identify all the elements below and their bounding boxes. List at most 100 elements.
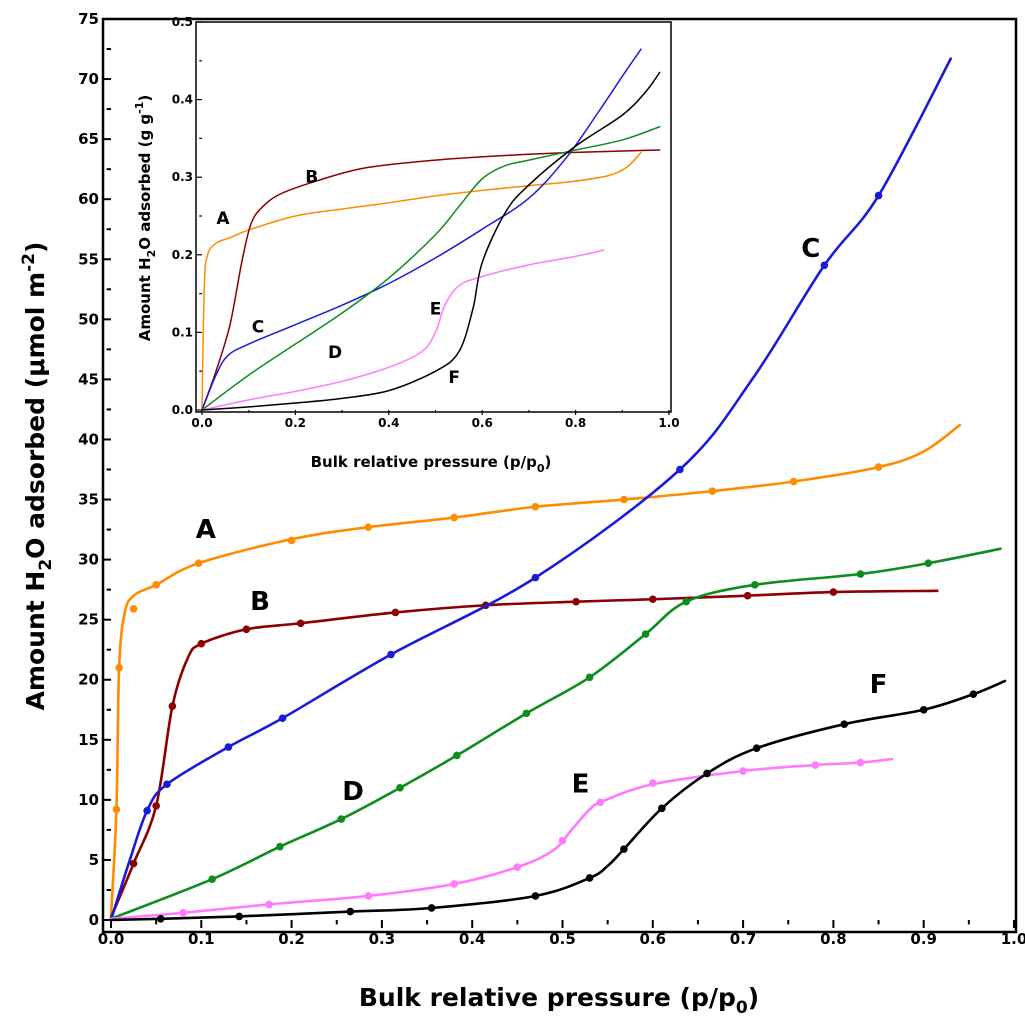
y-tick-label: 5 — [89, 851, 99, 869]
inset-plot-frame — [195, 21, 672, 413]
data-point-A — [708, 487, 717, 495]
series-line-A — [109, 423, 962, 918]
data-point-B — [242, 625, 251, 634]
main-chart: 0.0 0.1 0.2 0.3 0.4 0.5 0.6 0.7 0.8 0.9 1.0 0 5 10 15 2… — [19, 10, 1025, 1018]
y-tick-label: 0 — [89, 911, 99, 929]
series-label-D: D — [328, 343, 342, 363]
data-point-A — [874, 463, 883, 471]
y-tick-label: 70 — [78, 70, 99, 88]
data-point-C — [278, 714, 287, 722]
main-x-axis-title: Bulk relative pressure (p/p0) — [359, 983, 759, 1018]
x-tick-label: 0.7 — [730, 930, 757, 948]
data-point-A — [152, 581, 160, 589]
data-point-E — [179, 908, 188, 917]
inset-chart: 0.0 0.2 0.4 0.6 0.8 1.0 0.0 0.1 0.2 0.3 0.4 0.5 A B C… — [133, 15, 680, 475]
y-tick-label: 0.1 — [172, 325, 193, 339]
inset-axis-ticks: 0.0 0.2 0.4 0.6 0.8 1.0 0.0 0.1 0.2 0.3 0.4 0.5 — [172, 15, 680, 430]
data-point-F — [531, 892, 540, 900]
series-line-C — [201, 48, 642, 411]
y-tick-label: 10 — [78, 791, 99, 809]
data-point-E — [811, 761, 820, 769]
y-tick-label: 55 — [78, 250, 99, 268]
series-label-D: D — [342, 777, 364, 807]
data-point-A — [129, 605, 138, 613]
y-tick-label: 0.5 — [172, 15, 193, 29]
data-point-D — [276, 842, 284, 851]
series-label-B: B — [250, 587, 270, 617]
x-tick-label: 0.8 — [820, 930, 847, 948]
x-tick-label: 0.4 — [378, 416, 399, 430]
series-label-B: B — [305, 168, 318, 188]
inset-y-axis-title: Amount H2O adsorbed (g g-1) — [133, 95, 158, 342]
x-tick-label: 0.8 — [565, 416, 586, 430]
data-point-E — [450, 880, 458, 888]
x-tick-label: 0.0 — [98, 930, 125, 948]
y-tick-label: 25 — [78, 611, 99, 629]
data-point-B — [743, 591, 752, 600]
data-point-D — [751, 581, 759, 589]
y-tick-label: 30 — [78, 551, 99, 569]
x-tick-label: 0.9 — [910, 930, 937, 948]
data-point-C — [676, 465, 684, 474]
series-label-E: E — [572, 770, 590, 800]
data-point-D — [641, 630, 650, 638]
data-point-D — [924, 559, 933, 568]
data-point-D — [522, 709, 531, 718]
data-point-A — [789, 477, 798, 486]
data-point-D — [337, 815, 346, 823]
data-point-F — [156, 914, 165, 923]
x-tick-label: 0.2 — [285, 416, 306, 430]
data-point-C — [143, 806, 151, 815]
data-point-B — [129, 859, 138, 868]
data-point-C — [224, 743, 233, 751]
data-point-F — [752, 744, 761, 753]
x-tick-label: 1.0 — [1001, 930, 1025, 948]
inset-background — [196, 22, 671, 412]
main-curve-labels: A B C D E F — [196, 234, 888, 807]
y-tick-label: 20 — [78, 671, 99, 689]
y-tick-label: 0.4 — [172, 93, 193, 107]
x-tick-label: 0.1 — [188, 930, 215, 948]
main-curves — [109, 57, 1007, 923]
data-point-F — [427, 904, 436, 912]
main-axis-ticks: 0.0 0.1 0.2 0.3 0.4 0.5 0.6 0.7 0.8 0.9 1.0 0 5 10 15 2… — [78, 10, 1025, 948]
y-tick-label: 0.3 — [172, 170, 193, 184]
data-point-F — [585, 874, 594, 882]
data-point-F — [620, 845, 628, 853]
series-line-D — [201, 126, 661, 411]
series-line-C — [109, 57, 953, 922]
data-point-A — [620, 495, 628, 504]
series-label-F: F — [870, 670, 888, 700]
data-point-A — [115, 663, 123, 672]
series-line-E — [201, 249, 605, 411]
inset-x-axis-title: Bulk relative pressure (p/p0) — [311, 453, 552, 475]
data-point-B — [572, 597, 580, 606]
data-point-B — [649, 595, 657, 604]
series-label-C: C — [801, 234, 820, 264]
data-point-E — [513, 863, 522, 871]
x-tick-label: 0.4 — [459, 930, 486, 948]
data-point-E — [649, 779, 657, 787]
data-point-F — [919, 705, 928, 714]
data-point-E — [558, 836, 567, 845]
data-point-B — [168, 702, 177, 710]
data-point-E — [739, 767, 747, 775]
data-point-C — [387, 650, 395, 659]
data-point-D — [682, 597, 691, 606]
series-line-D — [109, 547, 1002, 921]
data-point-B — [296, 619, 305, 628]
y-tick-label: 35 — [78, 491, 99, 509]
y-tick-label: 75 — [78, 10, 99, 28]
series-line-B — [201, 149, 661, 411]
data-point-B — [829, 588, 838, 596]
x-tick-label: 0.3 — [369, 930, 396, 948]
data-point-F — [969, 690, 978, 698]
data-point-C — [874, 191, 883, 200]
data-point-D — [856, 570, 865, 578]
series-line-A — [201, 151, 642, 411]
series-label-F: F — [448, 368, 460, 388]
y-tick-label: 65 — [78, 130, 99, 148]
data-point-C — [820, 261, 829, 270]
y-tick-label: 40 — [78, 430, 99, 448]
inset-curve-labels: A B C D E F — [216, 168, 460, 388]
